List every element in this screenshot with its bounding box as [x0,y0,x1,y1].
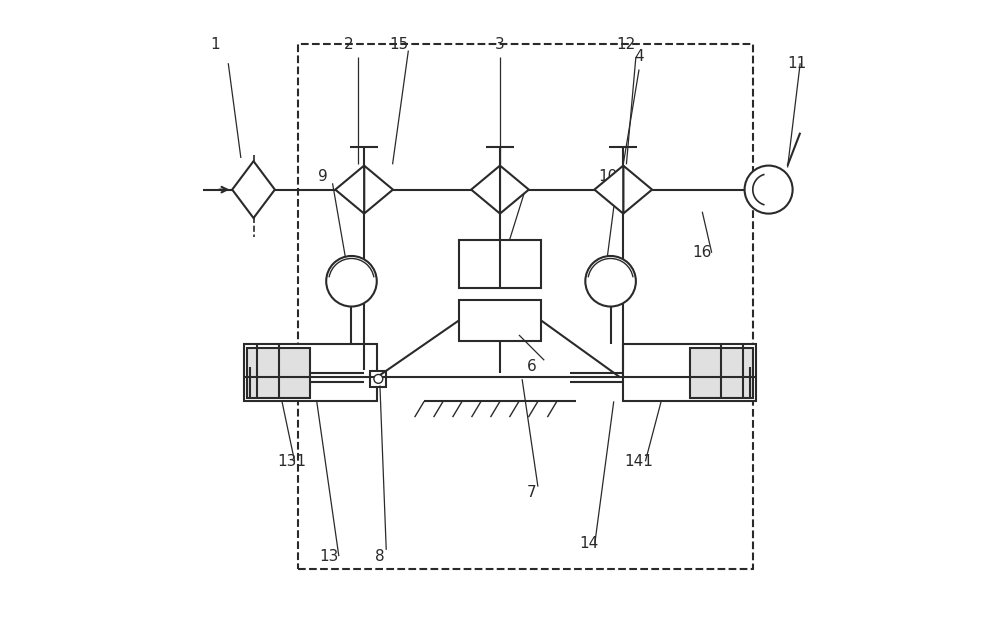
Text: 1: 1 [211,37,220,52]
Polygon shape [500,166,529,214]
Text: 16: 16 [693,245,712,260]
Bar [459,240,541,288]
Text: 13: 13 [320,549,339,564]
Text: 9: 9 [318,169,328,185]
Bar [623,344,756,401]
Bar [244,344,377,401]
Bar [370,371,386,387]
Text: 15: 15 [389,37,409,52]
Bar [690,348,753,398]
Text: 11: 11 [787,56,807,71]
Bar [459,300,541,341]
Text: 8: 8 [375,549,385,564]
Text: 131: 131 [277,454,306,469]
Polygon shape [232,161,275,218]
Text: 5: 5 [508,182,517,197]
Circle shape [374,374,383,383]
Circle shape [326,256,377,307]
Text: 2: 2 [344,37,353,52]
Circle shape [745,166,793,214]
Polygon shape [364,166,393,214]
Text: 10: 10 [598,169,617,185]
Polygon shape [335,166,364,214]
Text: 7: 7 [527,485,536,501]
Text: 4: 4 [634,49,644,64]
Text: 12: 12 [617,37,636,52]
Text: 141: 141 [625,454,653,469]
Text: 14: 14 [579,536,598,551]
Text: 6: 6 [527,359,536,374]
Bar [298,44,753,569]
Bar [247,348,310,398]
Text: 3: 3 [495,37,505,52]
Polygon shape [471,166,500,214]
Polygon shape [623,166,652,214]
Polygon shape [594,166,623,214]
Circle shape [585,256,636,307]
